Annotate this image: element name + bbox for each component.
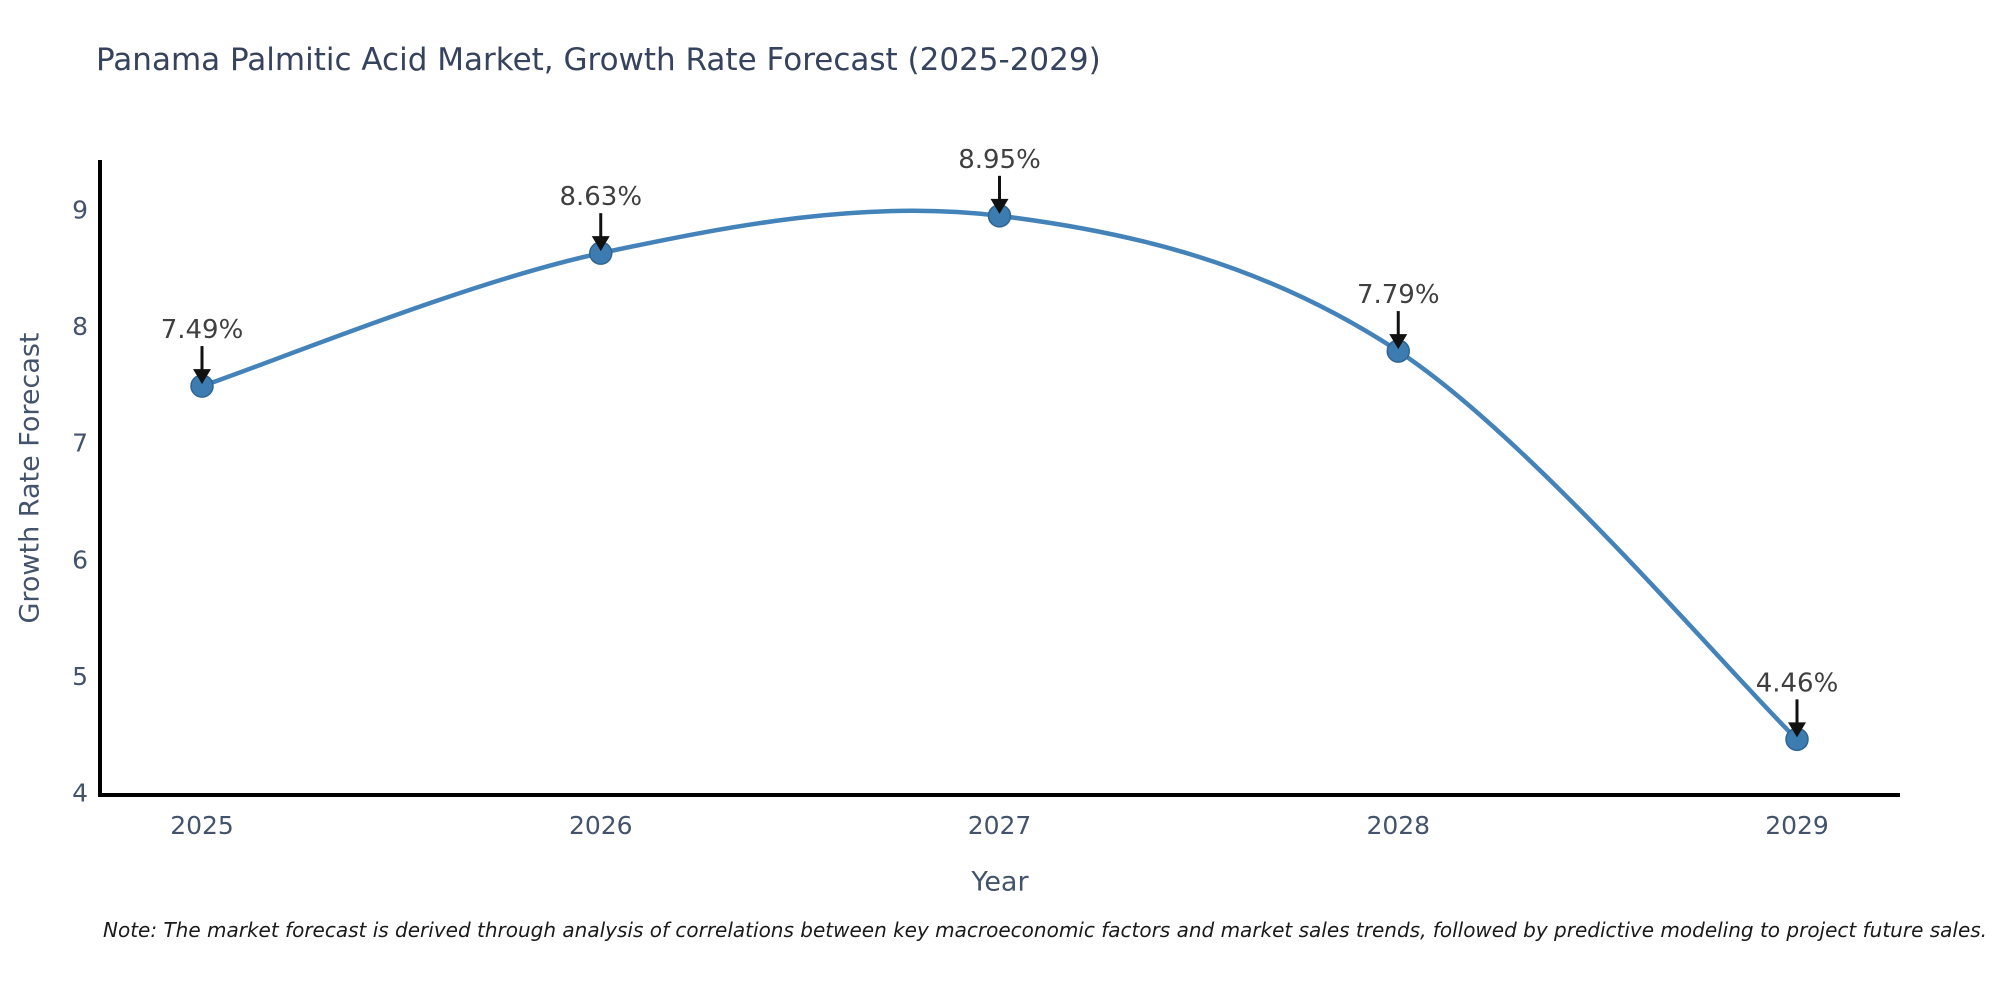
y-tick-label: 7 <box>72 429 88 458</box>
annotation-arrow-head <box>990 198 1009 214</box>
y-axis-title: Growth Rate Forecast <box>14 332 46 624</box>
point-annotation-label: 8.63% <box>559 182 642 212</box>
y-tick-label: 9 <box>72 196 88 225</box>
annotation-arrow-head <box>1788 722 1806 738</box>
forecast-line <box>199 208 1800 742</box>
point-annotation: 7.49% <box>161 315 244 385</box>
point-annotation-label: 7.79% <box>1357 280 1440 310</box>
point-annotation-label: 7.49% <box>161 315 244 345</box>
annotation-arrow-head <box>1389 334 1408 350</box>
annotation-arrow-head <box>193 369 211 385</box>
y-tick-label: 6 <box>72 545 88 574</box>
y-tick-label: 8 <box>72 312 88 341</box>
annotation-arrow-head <box>591 236 610 252</box>
chart-title: Panama Palmitic Acid Market, Growth Rate… <box>96 42 1101 78</box>
y-tick-label: 4 <box>72 779 88 808</box>
point-annotation: 8.63% <box>559 182 642 252</box>
point-annotation: 7.79% <box>1357 280 1440 350</box>
x-axis-title: Year <box>971 866 1029 898</box>
x-tick-label: 2025 <box>170 811 234 840</box>
y-tick-label: 5 <box>72 662 88 691</box>
point-annotation: 8.95% <box>958 145 1041 214</box>
x-tick-label: 2026 <box>569 811 633 840</box>
x-tick-label: 2028 <box>1366 811 1430 840</box>
point-annotation-label: 8.95% <box>958 145 1041 175</box>
x-tick-label: 2027 <box>968 811 1032 840</box>
point-annotation: 4.46% <box>1756 668 1839 738</box>
x-tick-label: 2029 <box>1765 811 1829 840</box>
footnote: Note: The market forecast is derived thr… <box>103 918 1988 942</box>
point-annotation-label: 4.46% <box>1756 668 1839 698</box>
